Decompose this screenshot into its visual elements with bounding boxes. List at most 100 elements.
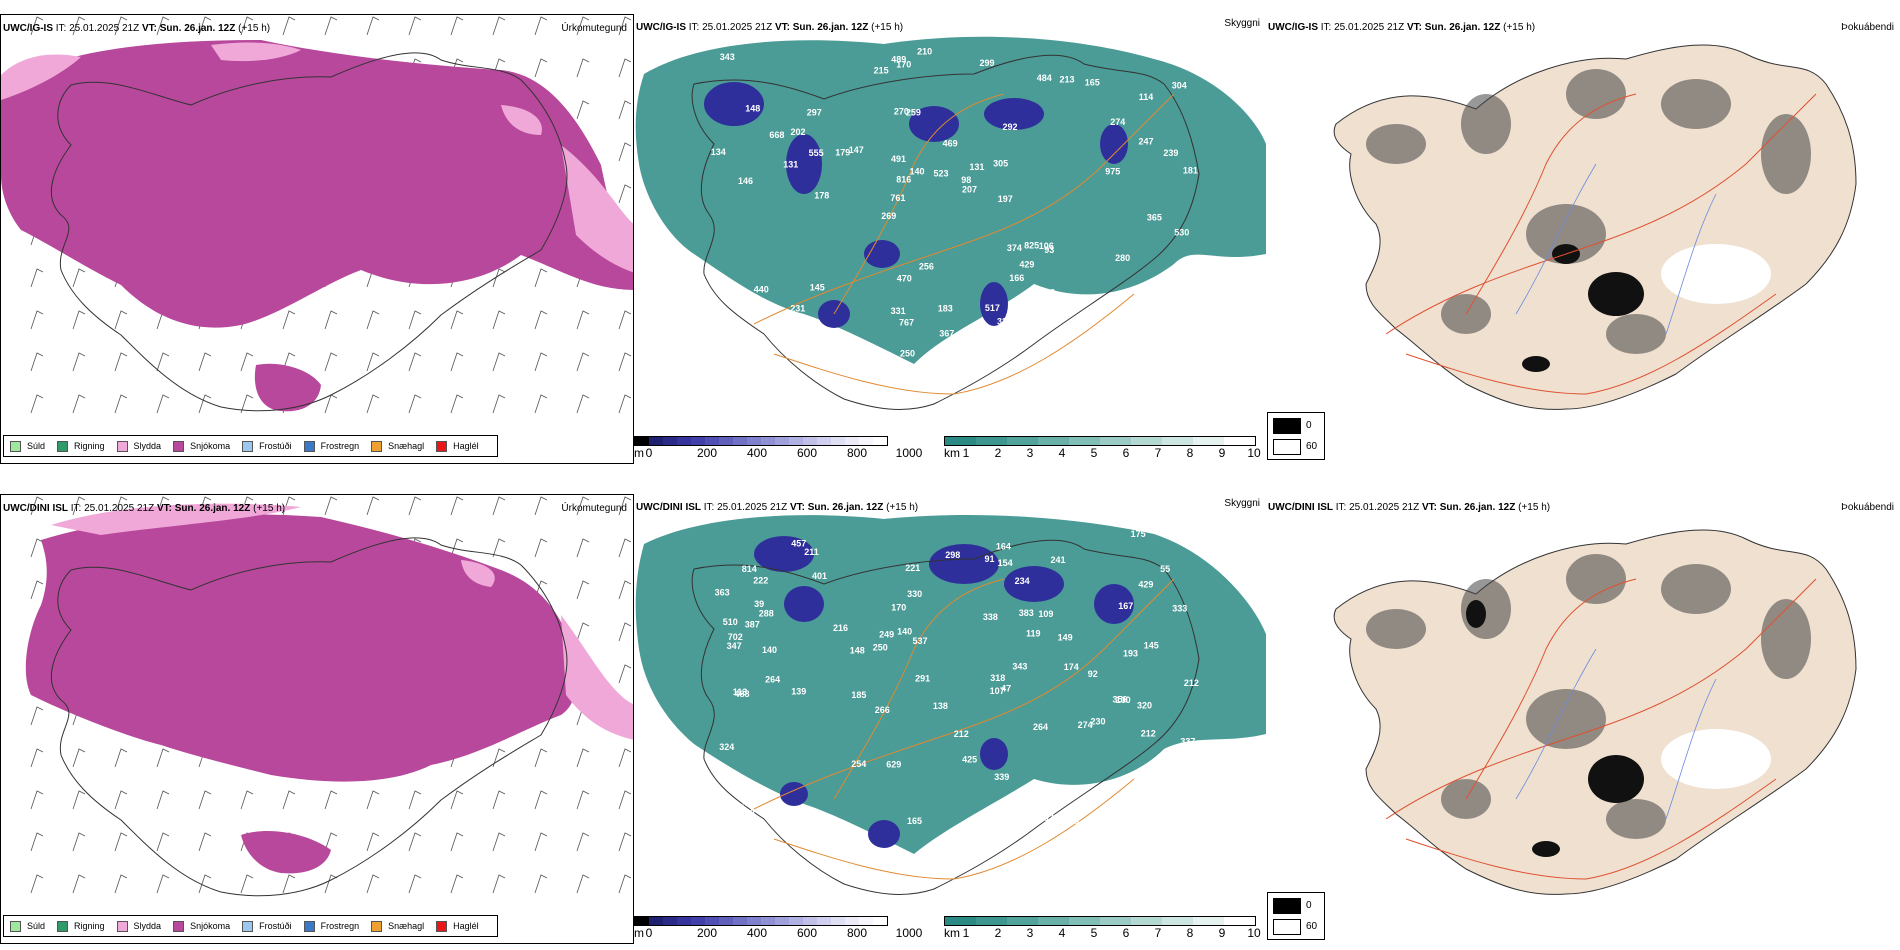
wind-barb xyxy=(114,874,128,894)
legend-item: Frostregn xyxy=(303,920,359,932)
cloud-value-label: 356 xyxy=(1113,695,1128,705)
wind-barb xyxy=(534,832,548,852)
cloud-value-label: 254 xyxy=(851,759,866,769)
cloud-value-label: 170 xyxy=(891,602,906,612)
legend-item: Haglél xyxy=(436,440,479,452)
rivers xyxy=(1515,163,1717,335)
wind-barb xyxy=(30,790,44,810)
cloud-value-label: 401 xyxy=(812,571,827,581)
wind-barb xyxy=(114,16,128,36)
wind-barb xyxy=(408,496,422,516)
wind-barb xyxy=(72,496,86,516)
cloud-value-label: 278 xyxy=(1114,831,1129,841)
wind-barb xyxy=(324,310,338,330)
precip-type-panel-row2: UWC/DINI ISL IT: 25.01.2025 21Z VT: Sun.… xyxy=(0,494,634,944)
wind-barb xyxy=(30,874,44,894)
cloud-value-label: 259 xyxy=(906,107,921,117)
wind-barb xyxy=(72,832,86,852)
fog-panel-row2: Þokuábendi xyxy=(1266,494,1900,944)
cloud-value-label: 317 xyxy=(738,326,753,336)
cloud-value-label: 210 xyxy=(917,47,932,57)
legend-swatch xyxy=(57,440,69,452)
wind-barb xyxy=(618,310,632,330)
wind-barb xyxy=(450,832,464,852)
cloud-value-label: 93 xyxy=(1044,245,1054,255)
legend-item: Snæhagl xyxy=(371,920,424,932)
wind-barb xyxy=(492,310,506,330)
cloud-value-label: 247 xyxy=(1139,137,1154,147)
cloud-value-label: 367 xyxy=(939,329,954,339)
cloud-value-label: 343 xyxy=(1012,661,1027,671)
cloud-value-label: 185 xyxy=(851,690,866,700)
cloud-value-label: 212 xyxy=(1184,678,1199,688)
wind-barb xyxy=(114,832,128,852)
legend-swatch xyxy=(116,920,128,932)
tick-label: 5 xyxy=(1090,926,1098,940)
wind-barb xyxy=(618,394,632,414)
cloud-value-label: 489 xyxy=(891,54,906,64)
cloud-value-label: 484 xyxy=(1037,73,1052,83)
colorbar-cells xyxy=(944,436,1256,446)
wind-barb xyxy=(576,394,590,414)
wind-barb xyxy=(72,748,86,768)
wind-barb xyxy=(492,874,506,894)
wind-barb xyxy=(534,874,548,894)
cloud-base-colorbar xyxy=(634,916,888,926)
wind-barb xyxy=(618,58,632,78)
cloud-value-label: 264 xyxy=(765,674,780,684)
tick-label: 400 xyxy=(746,926,768,940)
wind-barb xyxy=(618,790,632,810)
wind-barb xyxy=(618,622,632,642)
cloud-value-label: 212 xyxy=(1141,729,1156,739)
cloud-value-label: 318 xyxy=(968,833,983,843)
wind-barb xyxy=(408,832,422,852)
wind-barb xyxy=(618,664,632,684)
cloud-value-label: 374 xyxy=(1007,243,1022,253)
cloud-value-label: 274 xyxy=(1078,720,1093,730)
wind-barb xyxy=(156,394,170,414)
coastline xyxy=(51,52,568,412)
cloud-value-label: 517 xyxy=(985,303,1000,313)
cloud-value-label: 133 xyxy=(723,356,738,366)
tick-label: 6 xyxy=(1122,446,1130,460)
precip-type-map xyxy=(25,496,633,897)
panel-type-label: Úrkomutegund xyxy=(561,503,627,514)
wind-barb xyxy=(240,394,254,414)
cloud-value-label: 131 xyxy=(783,159,798,169)
cloud-value-label: 156 xyxy=(970,847,985,857)
cloud-value-label: 530 xyxy=(1174,228,1189,238)
wind-barb xyxy=(450,496,464,516)
cloud-value-label: 366 xyxy=(740,291,755,301)
cloud-value-label: 181 xyxy=(1183,166,1198,176)
wind-barb xyxy=(534,394,548,414)
cloud-value-label: 175 xyxy=(1131,529,1146,539)
cloud-value-label: 239 xyxy=(1163,148,1178,158)
legend-swatch xyxy=(57,920,69,932)
wind-barb xyxy=(30,394,44,414)
coastline xyxy=(51,537,568,897)
legend-swatch xyxy=(371,440,383,452)
cloud-value-label: 470 xyxy=(897,273,912,283)
wind-barb xyxy=(366,310,380,330)
wind-barb xyxy=(408,310,422,330)
cloud-value-label: 183 xyxy=(938,304,953,314)
tick-label: 3 xyxy=(1026,926,1034,940)
precip-type-panel-row1: UWC/IG-IS IT: 25.01.2025 21Z VT: Sun. 26… xyxy=(0,14,634,464)
cloud-value-label: 250 xyxy=(900,349,915,359)
cloud-value-label: 119 xyxy=(1026,628,1041,638)
wind-barb xyxy=(450,874,464,894)
wind-barb xyxy=(492,268,506,288)
wind-barb xyxy=(72,874,86,894)
legend-item: Rigning xyxy=(57,440,105,452)
wind-barb xyxy=(114,310,128,330)
legend-item: Slydda xyxy=(116,920,161,932)
cloud-value-label: 437 xyxy=(743,798,758,808)
cloud-value-label: 140 xyxy=(897,626,912,636)
cloud-value-label: 211 xyxy=(804,547,819,557)
wind-barb xyxy=(324,352,338,372)
cloud-value-label: 425 xyxy=(962,754,977,764)
wind-barb xyxy=(450,310,464,330)
km-unit-label: km xyxy=(944,926,960,940)
cloud-value-label: 333 xyxy=(1172,604,1187,614)
panel-title: UWC/IG-IS IT: 25.01.2025 21Z VT: Sun. 26… xyxy=(3,23,271,34)
